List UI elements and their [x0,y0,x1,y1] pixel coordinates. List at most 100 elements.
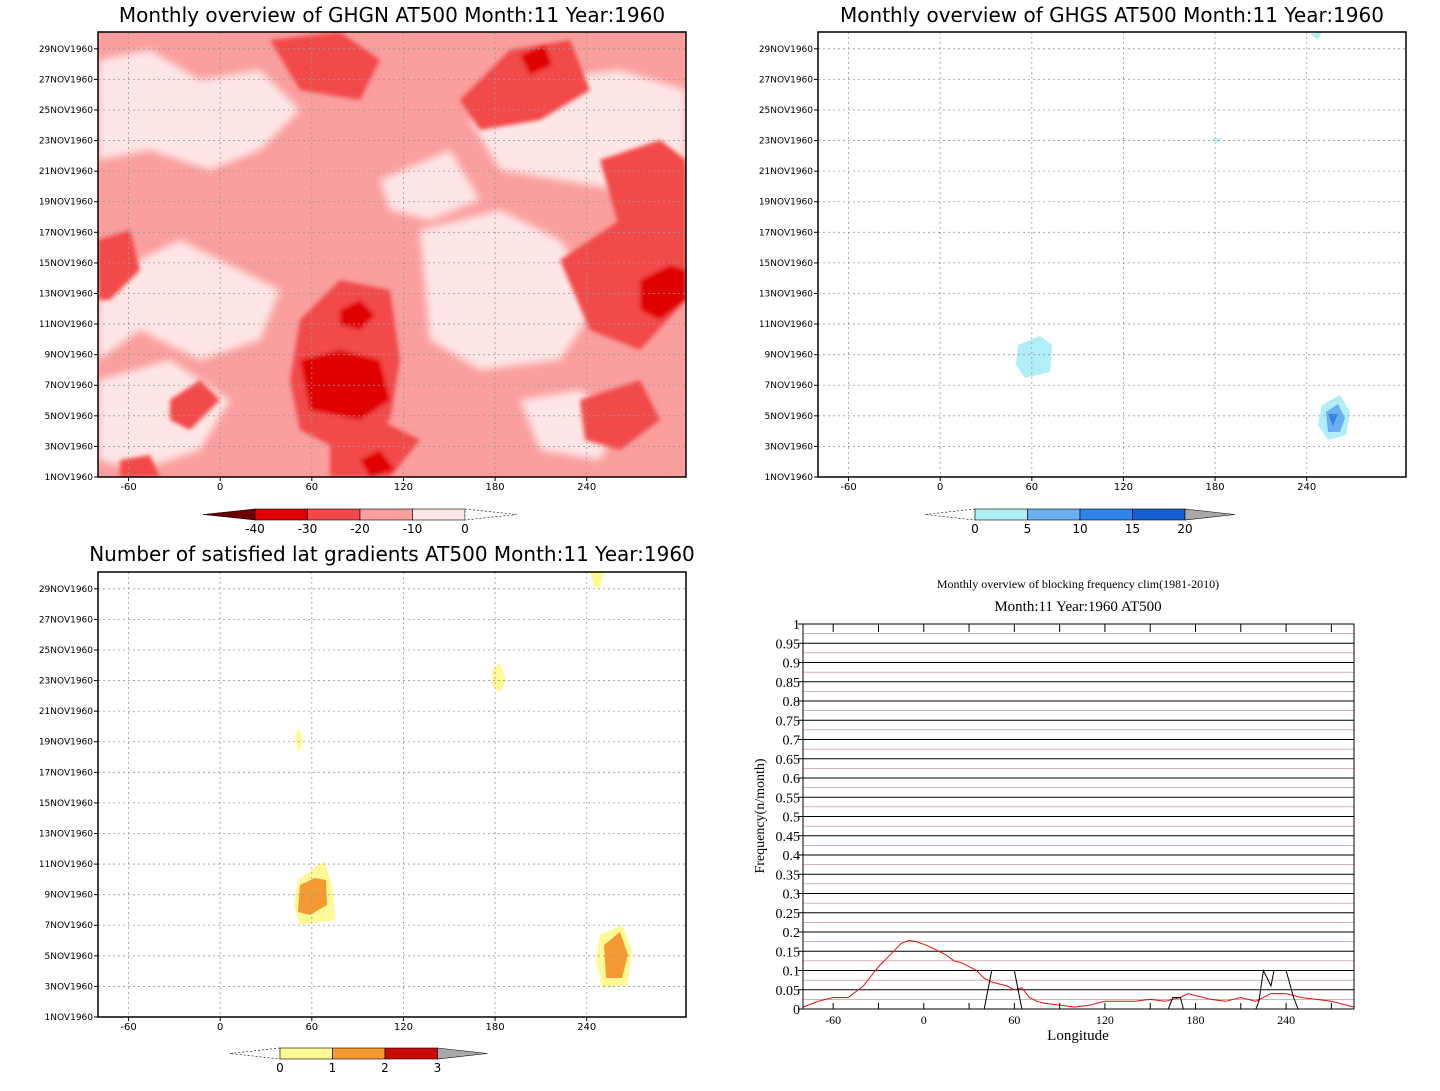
panel-title: Monthly overview of GHGN AT500 Month:11 … [119,3,665,27]
y-axis: 1NOV1960 3NOV1960 5NOV1960 7NOV1960 9NOV1960… [39,45,98,483]
y-tick-label: 7NOV1960 [765,381,814,391]
freq-y-tick-label: 0.45 [776,830,801,845]
freq-y-tick-label: 0.25 [776,907,801,922]
y-tick-label: 27NOV1960 [759,75,813,85]
y-tick-label: 27NOV1960 [39,615,93,625]
x-tick-label: 120 [1114,482,1133,493]
y-tick-label: 23NOV1960 [39,677,93,687]
colorbar-label: 3 [434,1061,442,1075]
colorbar-box [412,508,466,521]
x-tick-label: 180 [1206,482,1225,493]
freq-ylabel: Frequency(n/month) [753,758,768,873]
colorbar-label: 0 [276,1061,284,1075]
plot-grid [818,32,1406,477]
colorbar-label: 10 [1072,522,1087,536]
freq-y-tick-label: 1 [793,618,800,633]
freq-x-tick-label: 240 [1277,1013,1295,1027]
y-tick-label: 13NOV1960 [39,829,93,839]
colorbar-box [1079,508,1133,521]
colorbar: -40 -30 -20 -10 0 [202,508,518,536]
y-tick-label: 21NOV1960 [39,167,93,177]
freq-series-red [802,939,1355,1008]
plot-grid [98,32,686,477]
x-tick-label: 60 [305,482,318,493]
y-tick-label: 9NOV1960 [45,891,94,901]
x-tick-label: 60 [305,1022,318,1033]
y-tick-label: 15NOV1960 [39,259,93,269]
colorbar-label: -20 [350,522,370,536]
y-tick-label: 11NOV1960 [759,320,813,330]
plot-frame [97,571,687,1018]
x-tick-label: 120 [394,1022,413,1033]
x-axis: -60 0 60 120 180 240 [120,1017,596,1033]
x-axis: -60 0 60 120 180 240 [840,477,1316,493]
freq-y-tick-label: 0 [793,1003,800,1018]
colorbar-triangle-high [464,508,518,521]
y-tick-label: 29NOV1960 [759,45,813,55]
freq-gridlines [803,633,1354,1000]
y-tick-label: 27NOV1960 [39,75,93,85]
y-tick-label: 19NOV1960 [759,198,813,208]
y-tick-label: 23NOV1960 [759,137,813,147]
freq-y-tick-label: 0.4 [783,849,801,864]
freq-y-tick-label: 0.9 [783,657,801,672]
freq-y-tick-label: 0.65 [776,753,801,768]
panel-title: Number of satisfied lat gradients AT500 … [89,542,695,566]
y-tick-label: 9NOV1960 [765,351,814,361]
y-tick-label: 29NOV1960 [39,45,93,55]
y-tick-label: 3NOV1960 [765,442,814,452]
y-tick-label: 13NOV1960 [759,289,813,299]
colorbar-label: 15 [1125,522,1140,536]
freq-y-tick-label: 0.35 [776,868,801,883]
freq-x-tick-label: 180 [1186,1013,1204,1027]
y-tick-label: 21NOV1960 [759,167,813,177]
y-tick-label: 15NOV1960 [759,259,813,269]
x-tick-label: 60 [1025,482,1038,493]
y-tick-label: 13NOV1960 [39,289,93,299]
panel-ghgn: Monthly overview of GHGN AT500 Month:11 … [39,3,687,536]
y-tick-label: 1NOV1960 [765,473,814,483]
colorbar-label: 5 [1024,522,1032,536]
freq-y-tick-label: 0.2 [783,926,801,941]
colorbar-label: -40 [245,522,265,536]
colorbar-box [332,1047,386,1060]
x-tick-label: 240 [1297,482,1316,493]
x-tick-label: 240 [577,1022,596,1033]
freq-y-tick-label: 0.55 [776,791,801,806]
x-tick-label: 120 [394,482,413,493]
colorbar-triangle-low [924,508,976,521]
y-tick-label: 3NOV1960 [45,442,94,452]
y-tick-label: 25NOV1960 [759,106,813,116]
x-tick-label: -60 [120,1022,136,1033]
y-tick-label: 17NOV1960 [39,768,93,778]
y-tick-label: 25NOV1960 [39,106,93,116]
heatmap-field [1016,32,1350,440]
x-tick-label: -60 [840,482,856,493]
y-tick-label: 5NOV1960 [765,412,814,422]
freq-y-axis: 0 0.05 0.1 0.15 0.2 0.25 0.3 0.35 0.4 0.45 0.5 0.55… [776,618,803,1018]
y-axis: 1NOV1960 3NOV1960 5NOV1960 7NOV1960 9NOV1960… [759,45,818,483]
colorbar-box [359,508,413,521]
freq-xlabel: Longitude [1047,1028,1109,1044]
plot-frame [97,31,687,478]
colorbar-label: -30 [298,522,318,536]
freq-title: Monthly overview of blocking frequency c… [937,577,1219,591]
colorbar-triangle-high [1184,508,1236,521]
y-tick-label: 1NOV1960 [45,1013,94,1023]
y-tick-label: 1NOV1960 [45,473,94,483]
freq-y-tick-label: 0.7 [783,734,801,749]
y-tick-label: 17NOV1960 [39,228,93,238]
x-tick-label: 0 [937,482,943,493]
y-tick-label: 11NOV1960 [39,860,93,870]
colorbar-box [974,508,1028,521]
freq-y-tick-label: 0.05 [776,984,801,999]
y-tick-label: 5NOV1960 [45,952,94,962]
x-tick-label: 180 [486,482,505,493]
colorbar-box [307,508,361,521]
x-tick-label: -60 [120,482,136,493]
y-tick-label: 19NOV1960 [39,198,93,208]
x-tick-label: 0 [217,482,223,493]
y-tick-label: 23NOV1960 [39,137,93,147]
colorbar-label: 2 [381,1061,389,1075]
